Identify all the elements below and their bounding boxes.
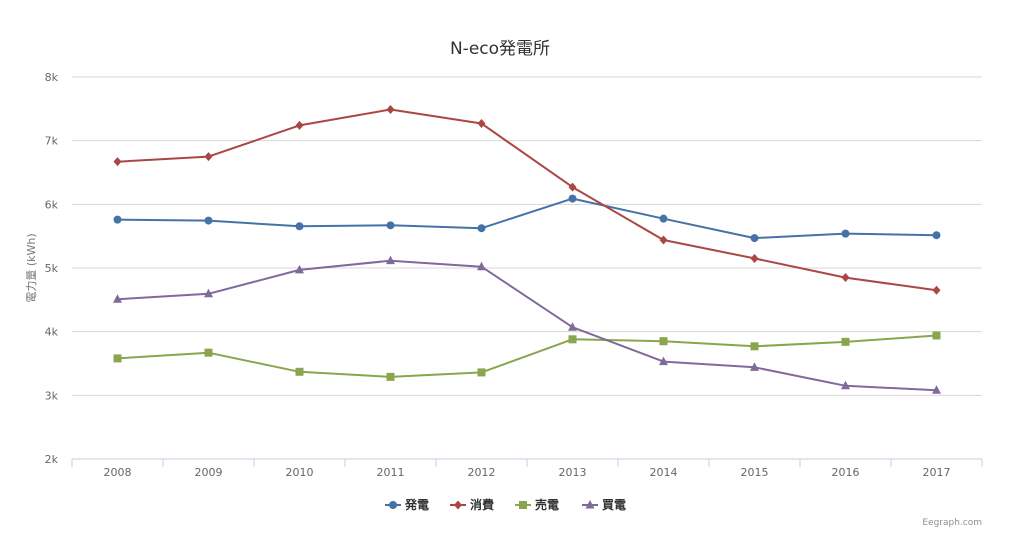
data-point[interactable] xyxy=(386,255,395,265)
data-point[interactable] xyxy=(204,216,213,225)
data-point[interactable] xyxy=(750,253,759,263)
data-point[interactable] xyxy=(295,120,304,130)
series-line xyxy=(117,108,937,292)
data-point[interactable] xyxy=(659,356,668,366)
data-point[interactable] xyxy=(659,235,668,245)
y-axis-title: 電力量 (kWh) xyxy=(25,233,38,302)
data-point[interactable] xyxy=(568,335,577,344)
data-point[interactable] xyxy=(477,118,486,128)
data-point[interactable] xyxy=(932,285,941,295)
credit-link[interactable]: Eegraph.com xyxy=(922,518,982,528)
data-point[interactable] xyxy=(204,152,213,162)
data-point[interactable] xyxy=(568,182,577,192)
data-point[interactable] xyxy=(932,385,941,394)
legend-label: 売電 xyxy=(535,497,559,512)
legend-item[interactable]: 発電 xyxy=(385,497,429,512)
series-2 xyxy=(113,104,941,295)
data-point[interactable] xyxy=(113,294,122,303)
x-tick-label: 2011 xyxy=(377,466,405,479)
legend-symbol xyxy=(519,501,527,509)
x-tick-label: 2008 xyxy=(104,466,132,479)
data-point[interactable] xyxy=(477,368,486,377)
legend-label: 発電 xyxy=(404,497,429,512)
y-tick-label: 5k xyxy=(45,262,59,275)
data-point[interactable] xyxy=(841,229,850,238)
data-point[interactable] xyxy=(477,261,486,271)
data-point[interactable] xyxy=(841,380,850,390)
data-point[interactable] xyxy=(386,104,395,114)
series-line xyxy=(117,259,937,392)
y-tick-label: 8k xyxy=(45,71,59,84)
y-tick-label: 7k xyxy=(45,135,59,148)
series-3 xyxy=(113,331,941,381)
data-point[interactable] xyxy=(841,337,850,346)
chart-title: N-eco発電所 xyxy=(450,39,550,59)
x-tick-label: 2012 xyxy=(468,466,496,479)
x-tick-label: 2014 xyxy=(650,466,678,479)
series-line xyxy=(117,197,937,240)
data-point[interactable] xyxy=(750,362,759,371)
data-point[interactable] xyxy=(932,331,941,340)
legend-item[interactable]: 売電 xyxy=(515,497,559,512)
x-tick-label: 2010 xyxy=(286,466,314,479)
y-tick-label: 2k xyxy=(45,453,59,466)
data-point[interactable] xyxy=(659,214,668,223)
legend-symbol xyxy=(454,500,462,510)
x-tick-label: 2013 xyxy=(559,466,587,479)
data-point[interactable] xyxy=(841,273,850,283)
data-point[interactable] xyxy=(477,224,486,233)
y-tick-label: 4k xyxy=(45,326,59,339)
data-point[interactable] xyxy=(750,342,759,351)
legend[interactable]: 発電 消費 売電 買電 xyxy=(385,497,626,512)
data-point[interactable] xyxy=(659,337,668,346)
data-point[interactable] xyxy=(386,372,395,381)
data-point[interactable] xyxy=(295,222,304,231)
series-4 xyxy=(113,255,941,394)
data-point[interactable] xyxy=(386,221,395,230)
axes: 2k 3k 4k 5k 6k 7k 8k 2008 2009 2010 2011 2012 2013 20… xyxy=(45,71,983,479)
x-tick-label: 2015 xyxy=(741,466,769,479)
data-point[interactable] xyxy=(295,367,304,376)
x-tick-label: 2017 xyxy=(923,466,951,479)
data-point[interactable] xyxy=(204,348,213,357)
data-point[interactable] xyxy=(750,234,759,243)
legend-item[interactable]: 買電 xyxy=(582,498,626,512)
x-tick-label: 2009 xyxy=(195,466,223,479)
data-point[interactable] xyxy=(204,288,213,298)
gridlines xyxy=(72,76,982,396)
data-point[interactable] xyxy=(568,194,577,203)
data-point[interactable] xyxy=(932,231,941,240)
legend-label: 買電 xyxy=(602,498,626,512)
legend-label: 消費 xyxy=(470,497,494,512)
x-tick-label: 2016 xyxy=(832,466,860,479)
series-group xyxy=(113,104,941,394)
legend-symbol xyxy=(389,501,397,509)
y-tick-label: 6k xyxy=(45,198,59,211)
data-point[interactable] xyxy=(295,264,304,274)
legend-symbol xyxy=(585,500,595,509)
data-point[interactable] xyxy=(113,215,122,224)
legend-item[interactable]: 消費 xyxy=(450,497,494,512)
data-point[interactable] xyxy=(113,157,122,167)
series-1 xyxy=(113,194,941,243)
series-line xyxy=(117,334,937,378)
y-tick-label: 3k xyxy=(45,389,59,402)
data-point[interactable] xyxy=(568,322,577,331)
data-point[interactable] xyxy=(113,354,122,363)
